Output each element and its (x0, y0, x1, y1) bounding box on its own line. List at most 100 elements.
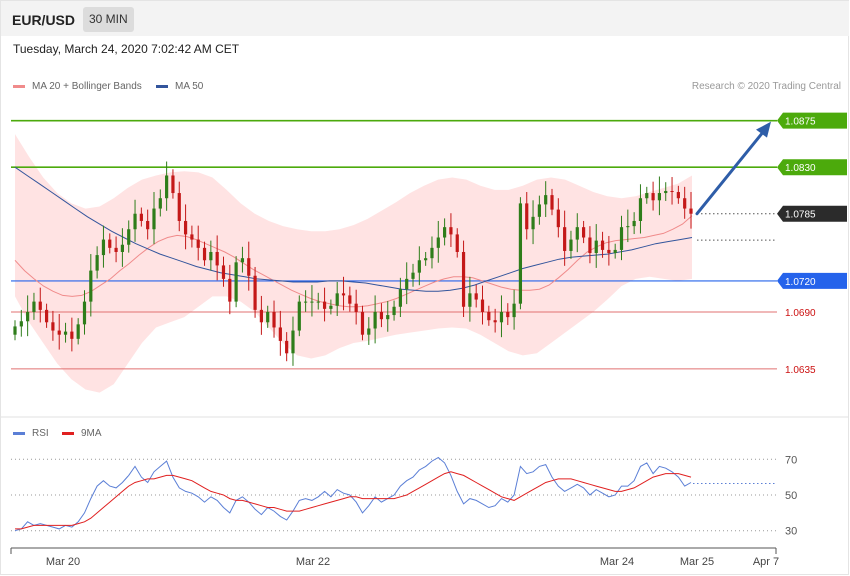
candle-bull (443, 227, 447, 238)
candle-bull (424, 258, 428, 261)
candle-bear (44, 309, 49, 323)
candle-bull (632, 220, 636, 227)
candle-bull (405, 278, 409, 290)
candles (13, 161, 693, 366)
rsi-tick-label: 30 (785, 526, 797, 538)
candle-bear (57, 330, 61, 335)
candle-bull (82, 301, 87, 325)
candle-bull (373, 311, 377, 329)
candle-bear (322, 301, 327, 309)
ma50-label: MA 50 (175, 81, 204, 92)
candle-bull (638, 198, 643, 221)
rsi-series-rsi (14, 456, 692, 532)
candle-bull (512, 303, 516, 318)
ma20-line (14, 215, 693, 308)
chart-timestamp: Tuesday, March 24, 2020 7:02:42 AM CET (13, 42, 240, 56)
ma20-swatch (13, 85, 25, 88)
candle-bull (297, 301, 301, 331)
level-label: 1.0830 (785, 163, 816, 174)
candle-bull (304, 301, 308, 303)
candle-bear (139, 213, 143, 221)
candle-bull (411, 272, 415, 279)
instrument-title: EUR/USD (12, 12, 76, 28)
candle-bull (499, 311, 504, 323)
candle-bear (348, 295, 352, 304)
candle-bull (133, 213, 137, 230)
candle-bull (657, 193, 662, 201)
candle-bear (146, 220, 150, 230)
candle-bull (594, 240, 598, 254)
candle-bull (664, 190, 668, 194)
level-label: 1.0785 (785, 210, 816, 221)
x-tick-label: Apr 7 (753, 556, 779, 568)
candle-bull (32, 301, 36, 312)
candle-bear (683, 198, 687, 209)
candle-bull (63, 331, 68, 335)
candle-bull (569, 239, 573, 251)
candle-bull (544, 195, 548, 205)
candle-bear (360, 311, 365, 335)
candle-bear (670, 190, 674, 193)
candle-bull (575, 227, 579, 240)
x-tick-label: Mar 20 (46, 556, 80, 568)
candle-bull (392, 306, 396, 316)
candle-bear (455, 234, 459, 252)
candle-bull (417, 260, 421, 273)
ma50-swatch (156, 85, 168, 88)
candle-bull (209, 251, 213, 261)
candle-bear (190, 234, 194, 240)
candle-bull (89, 270, 93, 302)
candle-bear (689, 208, 693, 214)
level-label: 1.0720 (785, 277, 816, 288)
candle-bear (183, 220, 188, 235)
candle-bull (619, 227, 624, 250)
candle-bear (506, 311, 510, 318)
legend-9ma: 9MA (62, 428, 102, 439)
level-tag-resistance (777, 159, 847, 176)
candle-bear (588, 237, 592, 254)
candle-bear (493, 320, 497, 323)
candle-bull (316, 301, 320, 303)
candle-bull (120, 244, 125, 252)
candle-bull (436, 237, 440, 248)
rsi-label: RSI (32, 428, 49, 439)
candle-bull (626, 226, 630, 228)
candle-bull (266, 311, 270, 323)
timeframe-badge[interactable]: 30 MIN (83, 7, 134, 32)
candle-bear (196, 239, 200, 248)
candle-bear (253, 275, 257, 310)
candle-bear (651, 193, 655, 201)
candle-bull (329, 305, 333, 309)
candle-bull (158, 198, 162, 209)
candle-bull (291, 330, 295, 354)
ma20-label: MA 20 + Bollinger Bands (32, 81, 142, 92)
candle-bull (468, 293, 472, 307)
candle-bull (335, 293, 339, 306)
projection-arrow-head (756, 121, 771, 138)
level-tag-target (777, 112, 847, 129)
candle-bear (556, 209, 560, 228)
candle-bear (487, 311, 491, 321)
candle-bull (398, 289, 402, 307)
candle-bull (76, 324, 80, 339)
candle-bear (51, 322, 55, 331)
level-label: 1.0635 (785, 365, 816, 376)
candle-bull (531, 216, 535, 230)
ma9-swatch (62, 432, 74, 435)
candle-bear (278, 327, 282, 341)
bollinger-band (15, 134, 692, 393)
candle-bear (461, 251, 466, 307)
candle-bull (613, 249, 617, 254)
candle-bear (259, 309, 263, 323)
candle-bear (563, 227, 567, 251)
candle-bear (581, 227, 586, 238)
candle-bear (676, 192, 680, 199)
candle-bull (26, 311, 30, 322)
x-tick-label: Mar 24 (600, 556, 634, 568)
candle-bear (285, 340, 289, 354)
candle-bull (430, 247, 434, 259)
candle-bear (38, 301, 42, 310)
candle-bull (165, 175, 169, 199)
candle-bull (386, 315, 390, 320)
